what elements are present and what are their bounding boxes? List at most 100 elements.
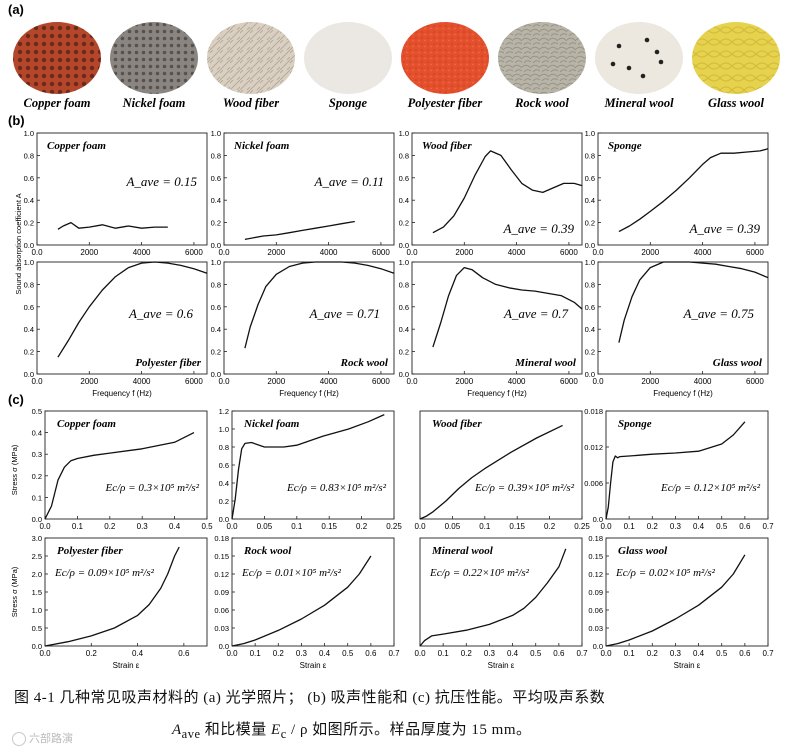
photo-copper-foam: Copper foam (13, 22, 101, 110)
c-xlabel: Strain ε (300, 661, 327, 670)
photo-mineral-wool: Mineral wool (595, 22, 683, 110)
y-tick-label: 0.06 (214, 606, 229, 615)
x-tick-label: 0.2 (356, 522, 368, 531)
y-tick-label: 0.2 (585, 348, 595, 357)
c-xlabel: Strain ε (113, 661, 140, 670)
y-tick-label: 0.2 (585, 219, 595, 228)
x-tick-label: 0.4 (507, 649, 519, 658)
panel-title-copper-foam: Copper foam (47, 140, 106, 152)
b-xlabel: Frequency f (Hz) (653, 389, 713, 398)
y-tick-label: 2.0 (32, 570, 42, 579)
panel-annotation: Ec/ρ = 0.83×10⁵ m²/s² (286, 482, 387, 494)
absorption-panel-sponge: 0.0 2000 4000 6000 0.0 0.2 0.4 0.6 0.8 1.0 Sponge A… (585, 129, 769, 257)
c-xlabel: Strain ε (488, 661, 515, 670)
photo-label-polyester-fiber: Polyester fiber (408, 96, 483, 110)
x-tick-label: 0.2 (544, 522, 556, 531)
panel-annotation: Ec/ρ = 0.01×10⁵ m²/s² (241, 567, 342, 579)
y-tick-label: 0.2 (24, 219, 34, 228)
panel-title-polyester-fiber: Polyester fiber (57, 545, 123, 557)
series-line-mineral-wool (432, 266, 583, 348)
x-tick-label: 0.25 (574, 522, 590, 531)
panel-title-glass-wool: Glass wool (618, 545, 668, 557)
photo-speck (644, 37, 650, 43)
y-tick-label: 1.0 (399, 258, 409, 267)
y-tick-label: 0.8 (399, 151, 409, 160)
y-tick-label: 0.0 (24, 370, 34, 379)
axes-frame (605, 410, 769, 520)
figure-caption-line-1: 图 4-1 几种常见吸声材料的 (a) 光学照片； (b) 吸声性能和 (c) … (14, 686, 784, 707)
x-tick-label: 4000 (508, 248, 526, 257)
caption-a-symbol: A (172, 722, 182, 738)
y-tick-label: 1.0 (211, 129, 221, 138)
series-line-glass-wool (618, 261, 769, 343)
x-tick-label: 0.1 (624, 522, 636, 531)
panel-title-rock-wool: Rock wool (340, 357, 389, 369)
x-tick-label: 2000 (80, 377, 98, 386)
x-tick-label: 0.2 (86, 649, 98, 658)
x-tick-label: 0.1 (250, 649, 262, 658)
axes-frame (44, 410, 208, 520)
photo-nickel-foam: Nickel foam (110, 22, 198, 110)
y-tick-label: 0.0 (585, 241, 595, 250)
x-tick-label: 0.15 (509, 522, 525, 531)
absorption-panel-mineral-wool: 0.0 2000 4000 6000 0.0 0.2 0.4 0.6 0.8 1.0 Mineral… (399, 258, 583, 386)
y-tick-label: 0.5 (32, 407, 42, 416)
x-tick-label: 0.0 (592, 377, 604, 386)
photo-texture-nickel-foam (110, 22, 198, 94)
x-tick-label: 4000 (133, 377, 151, 386)
b-xlabel: Frequency f (Hz) (467, 389, 527, 398)
panel-annotation: A_ave = 0.75 (682, 306, 754, 321)
x-tick-label: 6000 (185, 377, 203, 386)
absorption-panel-wood-fiber: 0.0 2000 4000 6000 0.0 0.2 0.4 0.6 0.8 1.0 Wood fi… (399, 129, 583, 257)
photo-speck (616, 43, 622, 49)
photo-speck (610, 61, 616, 67)
y-tick-label: 0.2 (211, 348, 221, 357)
axes-frame (36, 261, 208, 375)
x-tick-label: 6000 (746, 377, 764, 386)
panel-annotation: A_ave = 0.15 (125, 174, 197, 189)
x-tick-label: 0.2 (647, 649, 659, 658)
x-tick-label: 0.05 (445, 522, 461, 531)
x-tick-label: 2000 (267, 377, 285, 386)
c-ylabel-row2: Stress σ (MPa) (10, 566, 19, 617)
y-tick-label: 3.0 (32, 534, 42, 543)
x-tick-label: 6000 (560, 248, 578, 257)
y-tick-label: 0.012 (584, 443, 603, 452)
axes-frame (223, 132, 395, 246)
y-tick-label: 0.0 (32, 515, 42, 524)
series-line-copper-foam (57, 221, 168, 230)
y-tick-label: 0.4 (399, 196, 409, 205)
y-tick-label: 0.09 (214, 588, 229, 597)
y-tick-label: 0.6 (399, 174, 409, 183)
y-tick-label: 0.0 (219, 642, 229, 651)
photo-label-sponge: Sponge (329, 96, 368, 110)
x-tick-label: 0.6 (739, 649, 751, 658)
stress-panel-wood-fiber: 0.0 0.05 0.1 0.15 0.2 0.25 Wood fiber Ec/ρ = 0.… (414, 410, 590, 531)
photo-texture-copper-foam (13, 22, 101, 94)
panel-annotation: Ec/ρ = 0.39×10⁵ m²/s² (474, 482, 575, 494)
x-tick-label: 0.2 (273, 649, 285, 658)
panel-annotation: A_ave = 0.11 (313, 174, 384, 189)
y-tick-label: 0.06 (588, 606, 603, 615)
photo-speck (640, 73, 646, 79)
y-tick-label: 0.6 (24, 303, 34, 312)
stress-panel-sponge: 0.0 0.1 0.2 0.3 0.4 0.5 0.6 0.7 0.0 0.006 0.012 0.0… (584, 407, 774, 531)
x-tick-label: 0.0 (31, 248, 43, 257)
stress-panel-glass-wool: 0.0 0.1 0.2 0.3 0.4 0.5 0.6 0.7 0.0 0.03 0.06 0.09 0… (588, 534, 774, 658)
panel-annotation: A_ave = 0.39 (688, 221, 760, 236)
y-tick-label: 0.6 (211, 303, 221, 312)
panel-annotation: A_ave = 0.71 (308, 306, 380, 321)
photo-rock-wool: Rock wool (498, 22, 586, 110)
x-tick-label: 0.0 (414, 649, 426, 658)
y-tick-label: 0.4 (399, 325, 409, 334)
photo-label-copper-foam: Copper foam (23, 96, 90, 110)
x-tick-label: 0.5 (342, 649, 354, 658)
y-tick-label: 0.09 (588, 588, 603, 597)
x-tick-label: 4000 (133, 248, 151, 257)
photo-speck (626, 65, 632, 71)
y-tick-label: 0.0 (399, 370, 409, 379)
x-tick-label: 2000 (80, 248, 98, 257)
y-tick-label: 0.6 (219, 461, 229, 470)
y-tick-label: 0.0 (211, 370, 221, 379)
panel-title-nickel-foam: Nickel foam (243, 418, 300, 430)
